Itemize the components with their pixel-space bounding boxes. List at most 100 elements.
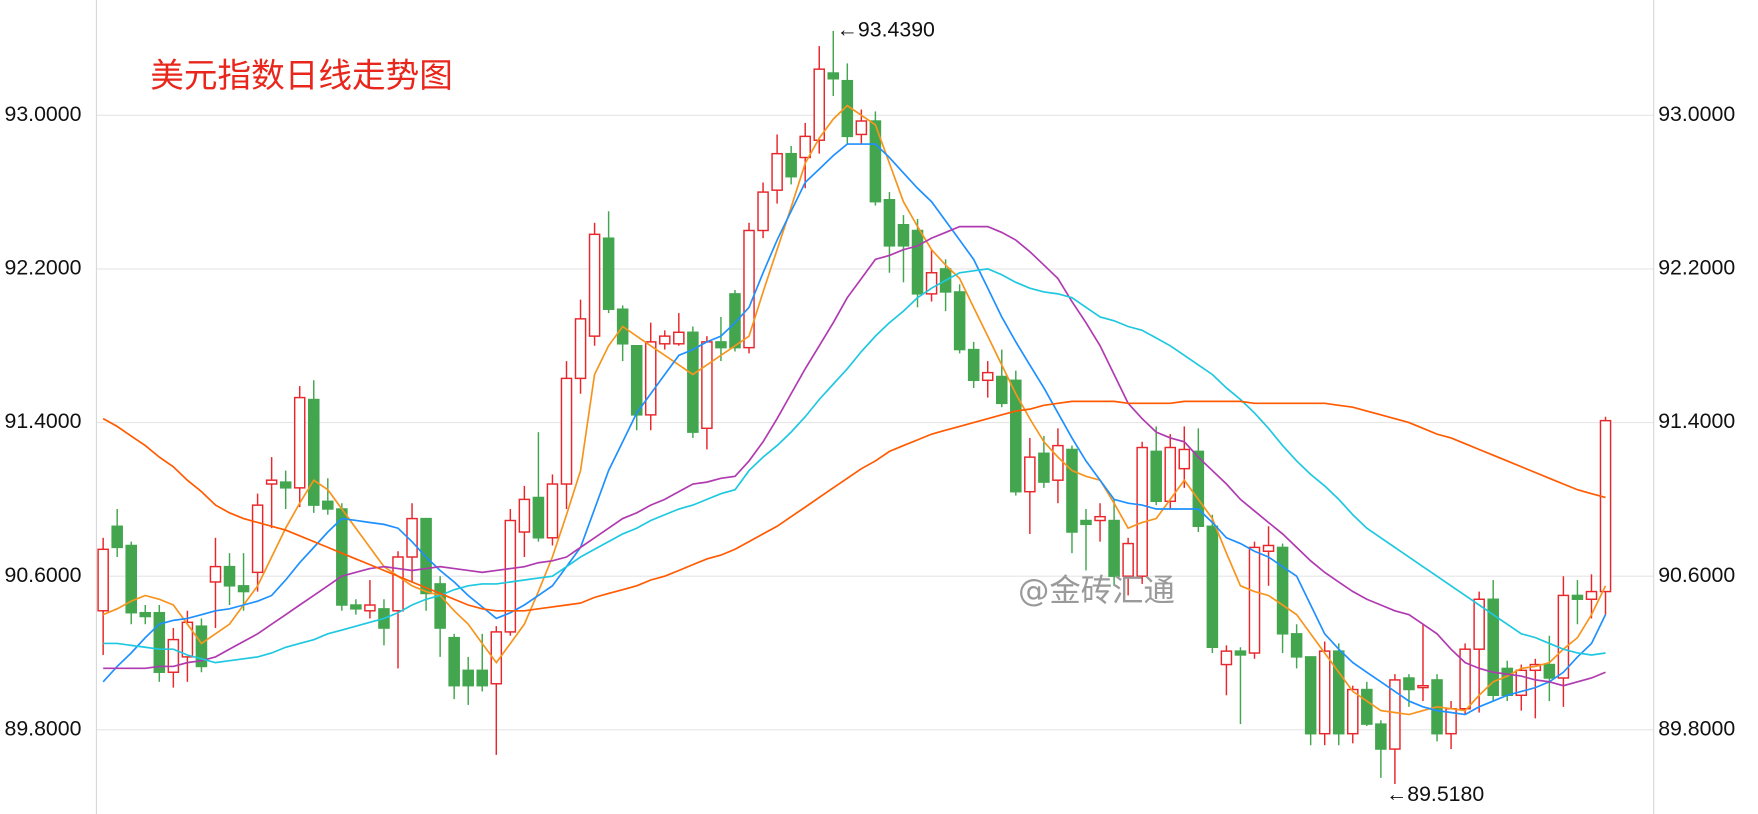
candle-body <box>715 341 727 349</box>
candle-body <box>813 68 826 141</box>
candle-body <box>1024 456 1036 493</box>
candle-body <box>1417 684 1429 689</box>
y-tick-label-left: 90.6000 <box>4 563 81 587</box>
watermark: @金砖汇通 <box>1018 573 1175 609</box>
y-tick-label-right: 93.0000 <box>1658 102 1735 126</box>
candle-body <box>462 669 474 687</box>
candle-body <box>1473 598 1485 650</box>
moving-average-line <box>102 143 1607 716</box>
candle-body <box>392 556 404 612</box>
candle-body <box>1192 450 1205 528</box>
candle-body <box>995 375 1008 405</box>
candle-body <box>1122 542 1134 577</box>
candle-body <box>1318 650 1331 735</box>
moving-average-line <box>103 268 1606 664</box>
candle-body <box>448 636 460 687</box>
candle-body <box>1248 546 1261 654</box>
candle-body <box>97 548 109 612</box>
candle-body <box>1234 650 1247 656</box>
y-tick-label-left: 91.4000 <box>4 409 81 433</box>
candle-body <box>743 229 755 349</box>
y-tick-label-left: 93.0000 <box>4 102 81 126</box>
candle-body <box>265 479 278 485</box>
candle-body <box>153 611 166 673</box>
candle-body <box>560 377 573 485</box>
candle-body <box>504 519 517 633</box>
candle-body <box>1571 594 1584 600</box>
y-tick-label-right: 91.4000 <box>1658 409 1735 433</box>
candle-body <box>209 565 222 583</box>
candle-body <box>111 525 123 549</box>
y-tick-label-left: 89.8000 <box>4 716 81 740</box>
candle-body <box>1459 648 1471 710</box>
candle-body <box>729 293 741 349</box>
candle-body <box>1080 519 1092 526</box>
candle-body <box>336 508 348 606</box>
moving-average-line <box>103 225 1606 687</box>
candle-body <box>911 229 924 295</box>
candle-body <box>757 191 769 232</box>
candle-body <box>1010 379 1022 493</box>
candle-body <box>644 341 657 416</box>
candle-body <box>195 625 208 668</box>
candle-body <box>223 565 236 587</box>
candle-body <box>532 496 545 539</box>
candle-body <box>1347 688 1359 735</box>
candle-body <box>1136 446 1148 577</box>
moving-average-line <box>102 104 1607 716</box>
candle-body <box>785 152 797 178</box>
candle-body <box>546 483 559 539</box>
moving-average-line <box>102 400 1606 612</box>
candle-body <box>1487 598 1499 697</box>
candle-body <box>1066 448 1078 533</box>
candle-body <box>1585 590 1598 600</box>
candle-body <box>125 544 138 614</box>
candle-body <box>518 498 531 533</box>
candle-body <box>1501 667 1514 697</box>
candle-body <box>967 348 980 382</box>
candle-body <box>953 291 966 351</box>
candle-body <box>1108 519 1120 577</box>
candles <box>97 30 1612 785</box>
candle-body <box>1361 688 1373 725</box>
candle-body <box>1599 419 1612 593</box>
candle-body <box>434 583 446 629</box>
candle-body <box>827 72 840 80</box>
candle-body <box>1038 452 1050 483</box>
candle-body <box>1557 594 1570 679</box>
candle-body <box>1403 677 1415 691</box>
candle-body <box>869 120 882 203</box>
candle-body <box>1164 446 1177 503</box>
candle-body <box>1150 450 1162 503</box>
candle-body <box>673 331 685 345</box>
candle-body <box>251 504 264 574</box>
y-tick-label-right: 90.6000 <box>1658 563 1735 587</box>
candle-body <box>659 335 671 345</box>
candle-body <box>897 224 910 247</box>
candle-body <box>139 611 152 618</box>
candle-body <box>799 135 811 159</box>
candle-body <box>701 341 713 430</box>
candle-body <box>1375 723 1387 750</box>
candle-body <box>364 604 376 612</box>
candle-body <box>1220 650 1233 666</box>
candle-body <box>630 345 643 416</box>
annotation-low: ←89.5180 <box>1386 782 1484 806</box>
candle-body <box>476 669 489 687</box>
candle-body <box>1206 525 1219 649</box>
candle-body <box>279 481 292 489</box>
y-tick-label-right: 89.8000 <box>1658 716 1735 740</box>
candle-body <box>167 638 180 673</box>
candle-body <box>307 398 320 506</box>
candle-body <box>1290 633 1303 658</box>
chart-title: 美元指数日线走势图 <box>150 56 453 95</box>
candle-body <box>1304 656 1317 735</box>
candle-body <box>602 237 615 310</box>
candle-body <box>350 604 362 610</box>
candle-body <box>883 199 896 247</box>
candle-body <box>687 331 699 433</box>
candle-body <box>322 500 334 510</box>
candle-body <box>237 585 250 593</box>
